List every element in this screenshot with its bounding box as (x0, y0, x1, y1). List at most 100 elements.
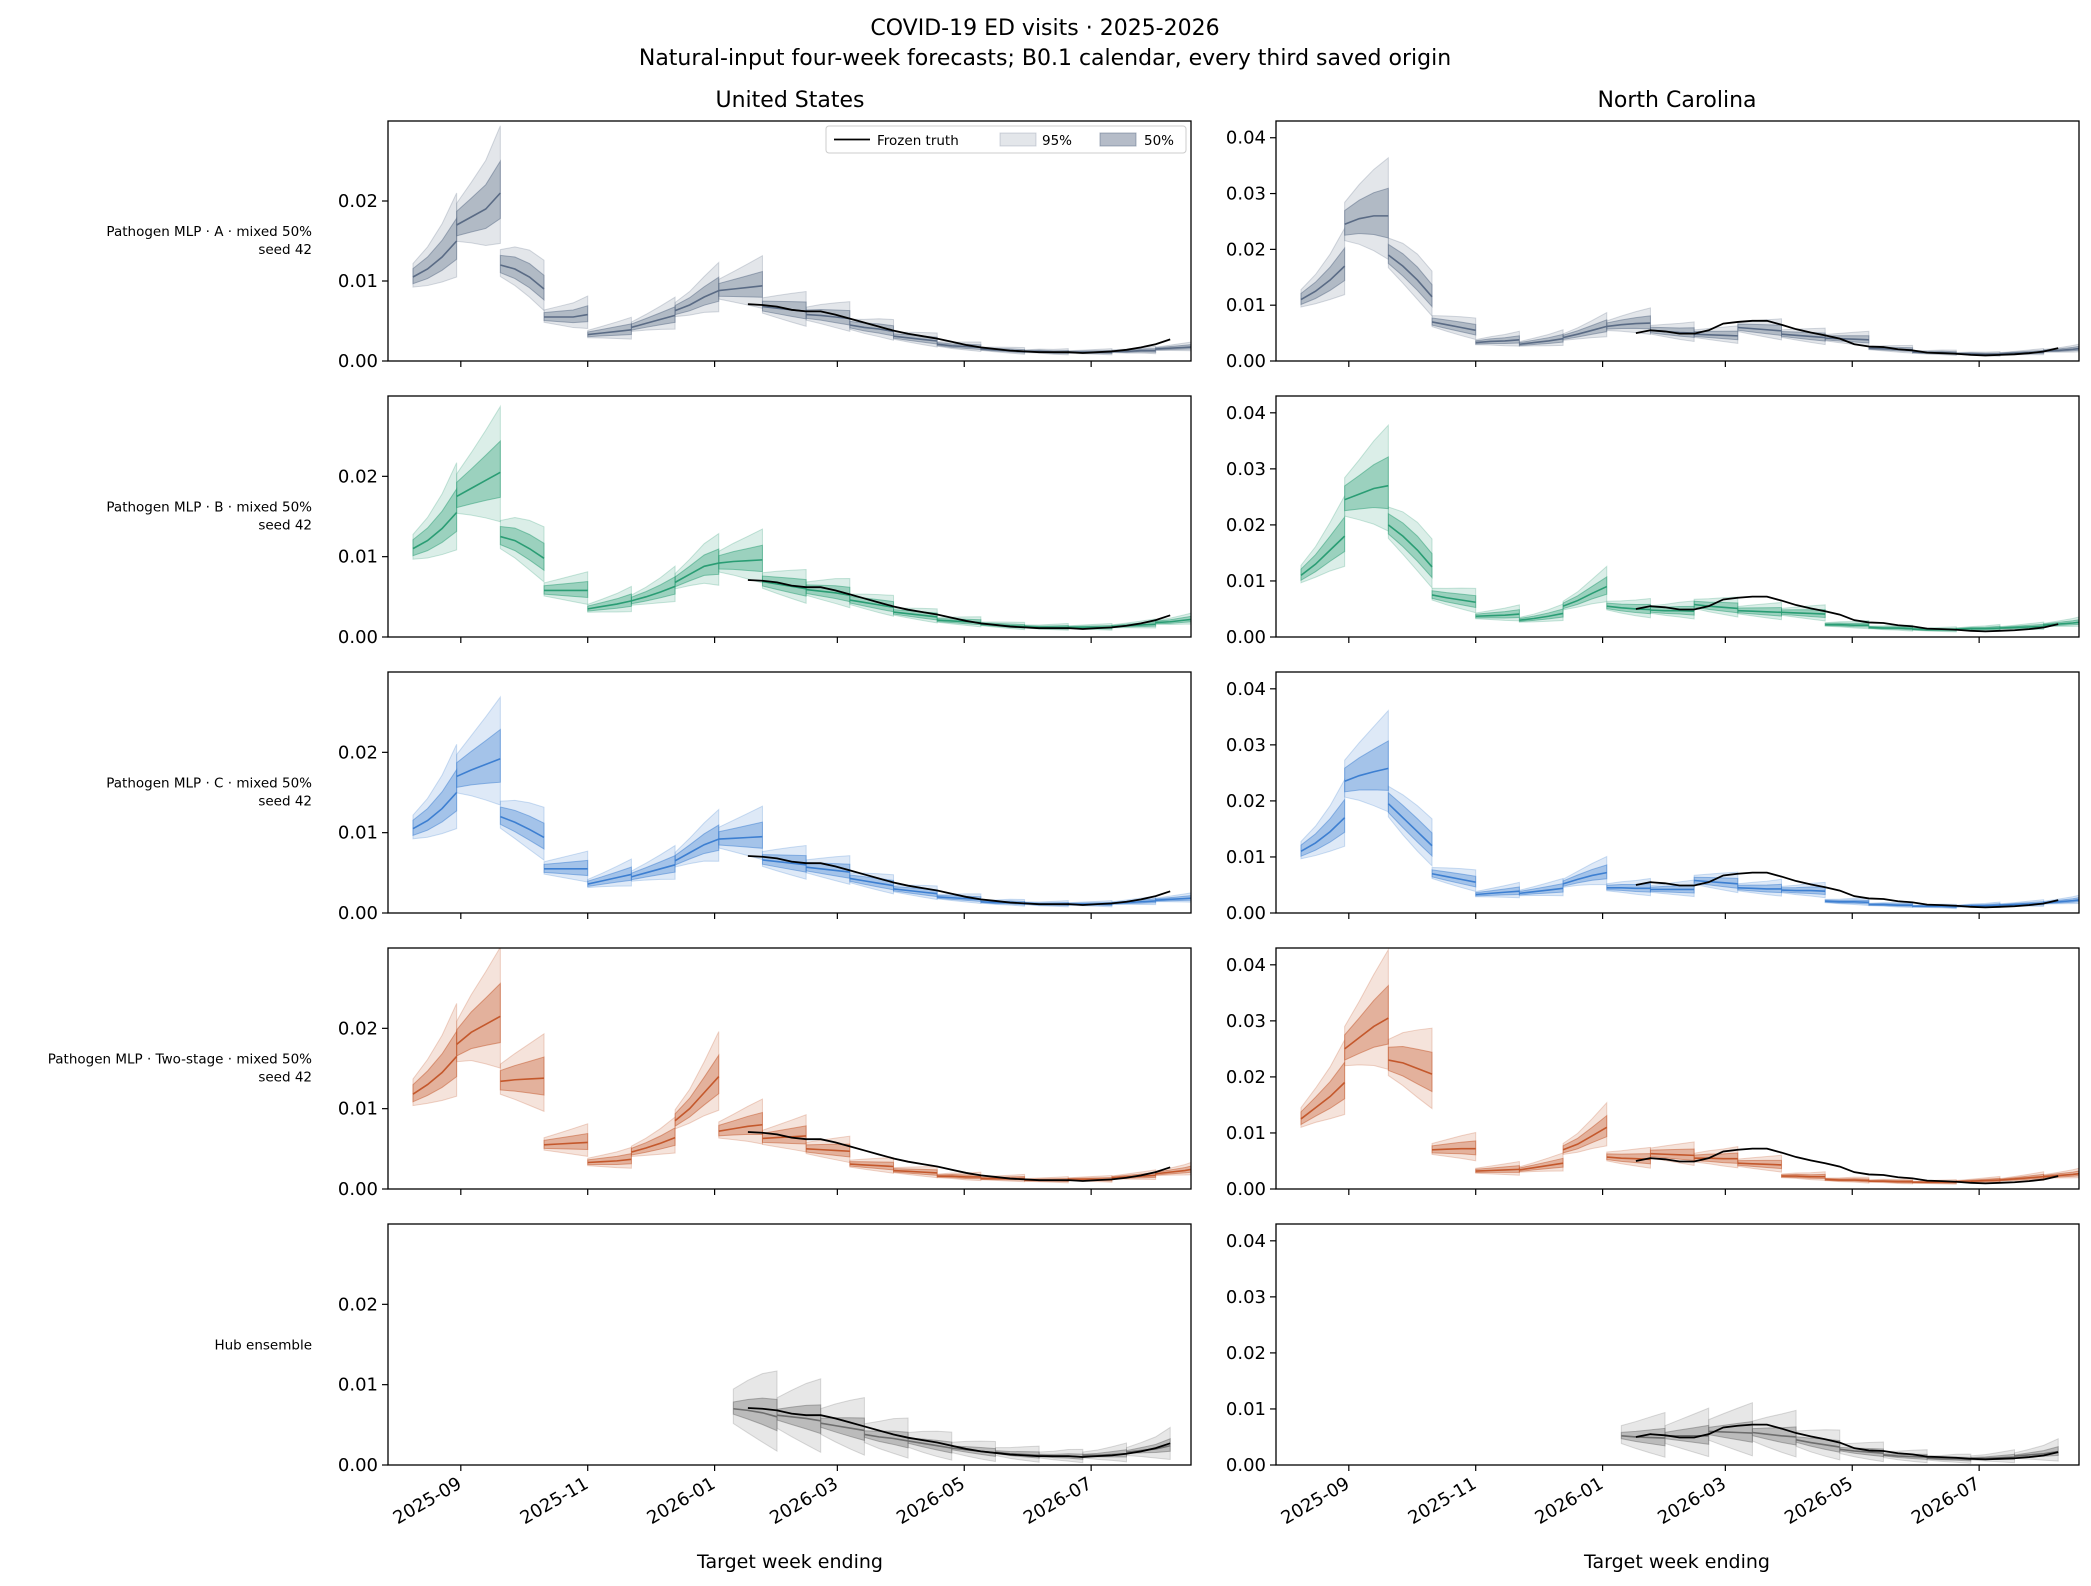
median-line-0 (412, 1055, 458, 1095)
y-tick-label: 0.01 (338, 1099, 378, 1120)
median-line-6 (674, 289, 720, 312)
band50-0 (412, 767, 458, 837)
panel-0-1: 0.00 0.01 0.02 0.03 0.04 (1226, 120, 2080, 372)
band50-0 (412, 1029, 458, 1103)
y-tick-label: 0.03 (1226, 1011, 1266, 1032)
median-line-10 (849, 324, 894, 333)
median-line-11 (893, 611, 938, 618)
median-line-4 (587, 1158, 632, 1164)
median-line-9 (806, 588, 850, 597)
band50-3 (543, 859, 589, 877)
panel-2-0: 0.00 0.01 0.02 (338, 671, 1192, 924)
median-line-8 (1650, 609, 1695, 613)
median-line-6 (1562, 1126, 1608, 1151)
panel-plot-area (1300, 948, 2079, 1185)
median-line-11 (1781, 889, 1826, 892)
panel-frame (1275, 671, 2080, 914)
y-tick-label: 0.03 (1226, 735, 1266, 756)
row-label-4: Hub ensemble (214, 1338, 312, 1354)
median-line-12 (1825, 900, 1869, 904)
median-line-12 (1825, 1178, 1869, 1182)
median-line-9 (806, 1148, 850, 1153)
band50-2 (499, 806, 545, 850)
panel-0-0: 0.00 0.01 0.02 Frozen truth 95% 50% (338, 120, 1192, 372)
row-label-seed-2: seed 42 (258, 794, 312, 810)
median-line-5 (631, 585, 676, 602)
median-line-3 (864, 1433, 909, 1442)
median-line-2 (500, 1077, 545, 1083)
row-label-3: Pathogen MLP · Two-stage · mixed 50% (48, 1052, 312, 1068)
median-line-1 (456, 192, 501, 226)
truth-line (1635, 319, 2059, 357)
median-line-2 (1388, 1059, 1433, 1075)
band95-1 (1664, 1407, 1710, 1458)
median-line-11 (893, 335, 938, 342)
median-line-6 (1562, 325, 1607, 339)
median-line-2 (500, 535, 545, 559)
y-tick-label: 0.00 (338, 1179, 378, 1200)
median-line-4 (1475, 890, 1520, 896)
y-tick-label: 0.02 (1226, 239, 1266, 260)
median-line-6 (674, 562, 719, 584)
y-tick-label: 0.01 (1226, 1399, 1266, 1420)
panel-plot-area (412, 125, 1191, 356)
figure-subtitle: Natural-input four-week forecasts; B0.1 … (639, 46, 1451, 71)
band95-2 (499, 246, 545, 312)
median-line-9 (1694, 879, 1738, 885)
median-line-1 (776, 1414, 821, 1422)
truth-line (1635, 1423, 2059, 1461)
median-line-8 (1650, 1152, 1695, 1157)
panel-frame (1275, 947, 2080, 1190)
band50-4 (907, 1437, 953, 1454)
median-line-9 (2014, 1450, 2059, 1457)
median-line-0 (1621, 1435, 1666, 1439)
band95-6 (1562, 565, 1608, 611)
median-line-15 (1956, 627, 2000, 630)
band50-3 (1751, 1426, 1797, 1446)
median-line-0 (1300, 817, 1346, 853)
y-tick-label: 0.01 (338, 1375, 378, 1396)
y-tick-label: 0.00 (1226, 351, 1266, 372)
median-line-8 (762, 1135, 807, 1140)
band50-1 (456, 728, 501, 788)
band50-1 (1344, 187, 1389, 239)
band50-2 (1387, 243, 1433, 308)
y-tick-label: 0.04 (1226, 955, 1266, 976)
panel-2-1: 0.00 0.01 0.02 0.03 0.04 (1226, 671, 2080, 924)
y-tick-label: 0.02 (1226, 515, 1266, 536)
x-tick-label: 2026-03 (1654, 1473, 1730, 1529)
median-line-4 (1475, 1168, 1520, 1172)
median-line-6 (674, 838, 720, 862)
median-line-1 (1344, 484, 1389, 501)
y-tick-label: 0.01 (1226, 1123, 1266, 1144)
median-line-17 (2043, 1172, 2079, 1178)
y-tick-label: 0.03 (1226, 459, 1266, 480)
median-line-3 (1431, 321, 1476, 332)
band95-2 (1387, 1027, 1433, 1110)
column-title-nc: North Carolina (1597, 88, 1756, 113)
y-tick-label: 0.00 (1226, 1455, 1266, 1476)
median-line-9 (1694, 1157, 1738, 1160)
band95-5 (630, 1115, 676, 1158)
truth-line (1635, 871, 2059, 909)
median-line-10 (1737, 886, 1782, 890)
median-line-12 (1825, 623, 1869, 627)
median-line-4 (587, 600, 632, 610)
median-line-2 (1387, 803, 1433, 847)
median-line-16 (1999, 625, 2044, 629)
median-line-14 (1912, 905, 1957, 908)
x-tick-label: 2026-07 (1020, 1473, 1096, 1529)
legend-95-label: 95% (1042, 133, 1072, 149)
band50-2 (499, 254, 545, 302)
median-line-8 (762, 580, 807, 590)
truth-line (747, 1407, 1171, 1458)
median-line-3 (1431, 594, 1476, 604)
band95-0 (412, 744, 458, 840)
band95-6 (674, 261, 720, 318)
band50-3 (543, 305, 589, 324)
band95-3 (1751, 1409, 1797, 1458)
median-line-17 (1155, 897, 1191, 901)
y-tick-label: 0.01 (1226, 295, 1266, 316)
median-line-7 (1606, 605, 1651, 611)
